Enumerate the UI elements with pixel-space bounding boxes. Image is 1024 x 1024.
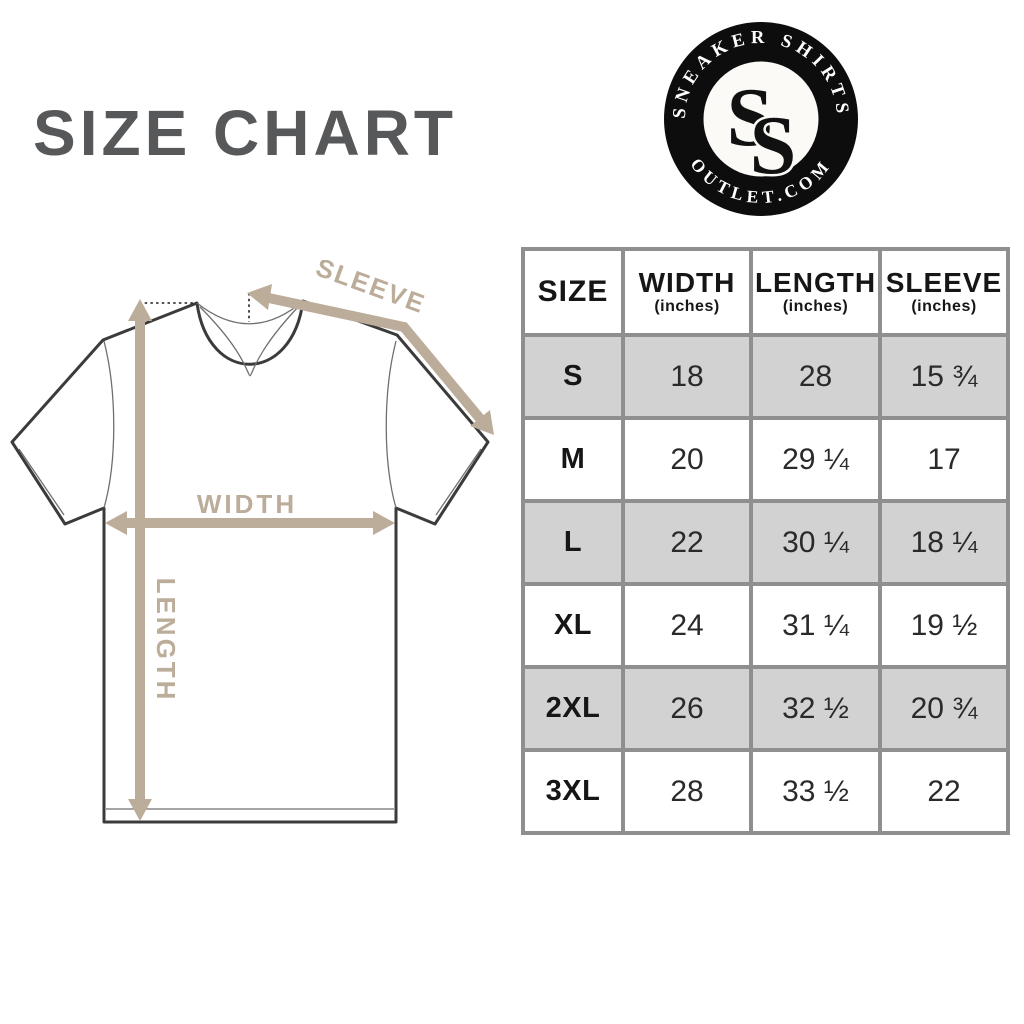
- svg-text:S: S: [727, 71, 774, 164]
- size-cell: S: [521, 333, 625, 420]
- sleeve-cell: 19 ½: [878, 582, 1010, 669]
- length-cell: 28: [749, 333, 882, 420]
- svg-text:S: S: [750, 99, 797, 192]
- length-cell: 30 ¼: [749, 499, 882, 586]
- sleeve-arrowhead-start: [247, 284, 272, 310]
- header-sleeve: SLEEVE (inches): [878, 247, 1010, 337]
- sleeve-cell: 17: [878, 416, 1010, 503]
- length-cell: 31 ¼: [749, 582, 882, 669]
- size-cell: XL: [521, 582, 625, 669]
- tshirt-measure-diagram: WIDTH LENGTH SLEEVE: [10, 260, 494, 824]
- length-label: LENGTH: [151, 578, 181, 703]
- size-cell: M: [521, 416, 625, 503]
- header-size: SIZE: [521, 247, 625, 337]
- table-header-row: SIZE WIDTH (inches) LENGTH (inches) SLEE…: [521, 247, 1010, 337]
- width-arrowhead-left: [105, 511, 127, 535]
- tshirt-outline: [10, 299, 490, 824]
- table-row: 3XL 28 33 ½ 22: [521, 748, 1010, 835]
- size-cell: L: [521, 499, 625, 586]
- tshirt-seam-lines: [18, 300, 482, 810]
- width-label: WIDTH: [197, 489, 297, 519]
- length-cell: 29 ¼: [749, 416, 882, 503]
- sleeve-cell: 22: [878, 748, 1010, 835]
- size-table: SIZE WIDTH (inches) LENGTH (inches) SLEE…: [521, 247, 1010, 835]
- width-cell: 22: [621, 499, 753, 586]
- header-width: WIDTH (inches): [621, 247, 753, 337]
- size-cell: 3XL: [521, 748, 625, 835]
- sleeve-cell: 20 ¾: [878, 665, 1010, 752]
- logo-center: [703, 61, 819, 177]
- width-cell: 18: [621, 333, 753, 420]
- length-arrowhead-top: [128, 299, 152, 321]
- width-cell: 20: [621, 416, 753, 503]
- table-row: M 20 29 ¼ 17: [521, 416, 1010, 503]
- ss-monogram-icon: S S: [727, 71, 799, 195]
- table-row: S 18 28 15 ¾: [521, 333, 1010, 420]
- brand-logo: SNEAKER SHIRTS OUTLET.COM S S: [664, 22, 858, 216]
- sleeve-arrow-line: [262, 292, 486, 425]
- table-row: 2XL 26 32 ½ 20 ¾: [521, 665, 1010, 752]
- width-cell: 28: [621, 748, 753, 835]
- width-arrowhead-right: [373, 511, 395, 535]
- measurement-arrows: [105, 284, 494, 821]
- length-cell: 32 ½: [749, 665, 882, 752]
- dotted-guide-lines: [139, 293, 250, 322]
- header-length: LENGTH (inches): [749, 247, 882, 337]
- sleeve-cell: 18 ¼: [878, 499, 1010, 586]
- page-title: SIZE CHART: [33, 97, 457, 169]
- length-arrowhead-bottom: [128, 799, 152, 821]
- width-cell: 26: [621, 665, 753, 752]
- sleeve-arrowhead-end: [470, 410, 494, 435]
- sleeve-cell: 15 ¾: [878, 333, 1010, 420]
- size-cell: 2XL: [521, 665, 625, 752]
- length-cell: 33 ½: [749, 748, 882, 835]
- width-cell: 24: [621, 582, 753, 669]
- table-row: L 22 30 ¼ 18 ¼: [521, 499, 1010, 586]
- table-row: XL 24 31 ¼ 19 ½: [521, 582, 1010, 669]
